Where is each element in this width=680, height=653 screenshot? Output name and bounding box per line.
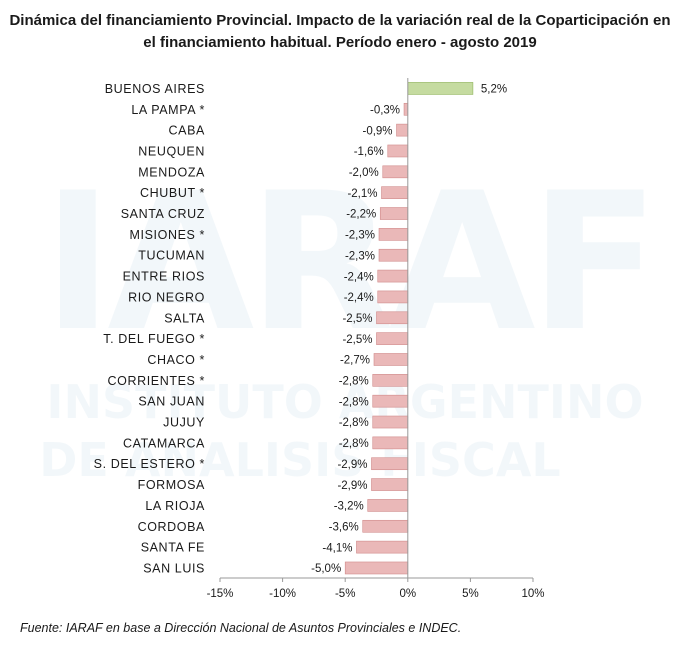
value-label: -3,2%	[334, 501, 364, 513]
category-label: SAN LUIS	[143, 561, 205, 575]
value-label: -2,2%	[346, 209, 376, 221]
bar-corrientes	[372, 374, 409, 387]
category-label: MISIONES *	[130, 228, 205, 242]
value-label: -2,3%	[345, 250, 375, 262]
value-label: -2,5%	[342, 313, 372, 325]
bar-buenos-aires	[407, 82, 474, 95]
category-label: LA RIOJA	[145, 499, 205, 513]
category-label: CORRIENTES *	[108, 374, 206, 388]
value-label: -2,8%	[339, 417, 369, 429]
chart-title: Dinámica del financiamiento Provincial. …	[0, 10, 680, 54]
bar-santa-cruz	[379, 207, 409, 220]
bar-rio-negro	[377, 290, 409, 304]
bar-jujuy	[372, 415, 409, 429]
value-label: -1,6%	[354, 146, 384, 158]
category-label: S. DEL ESTERO *	[94, 457, 205, 471]
x-tick-label: 10%	[521, 588, 544, 600]
bar-la-pampa	[403, 102, 409, 116]
bar-tucuman	[378, 248, 409, 262]
x-axis: -15% -10% -5% 0% 5% 10%	[207, 78, 545, 600]
value-label: 5,2%	[481, 84, 507, 96]
chart-title-line1: Dinámica del financiamiento Provincial. …	[9, 12, 671, 29]
category-label: SALTA	[164, 311, 205, 325]
bar-formosa	[371, 478, 409, 491]
value-label: -2,3%	[345, 230, 375, 242]
category-label: BUENOS AIRES	[105, 82, 205, 96]
category-label: FORMOSA	[138, 478, 205, 492]
x-tick-label: -15%	[207, 588, 234, 600]
bar-catamarca	[372, 436, 409, 450]
value-label: -5,0%	[311, 563, 341, 575]
x-tick-label: -5%	[335, 588, 355, 600]
x-tick-label: -10%	[269, 588, 296, 600]
category-label: TUCUMAN	[138, 249, 205, 263]
x-tick-label: 0%	[399, 588, 416, 600]
value-label: -2,5%	[342, 334, 372, 346]
bar-san-luis	[344, 561, 409, 575]
bar-la-rioja	[367, 499, 409, 512]
value-label: -2,4%	[344, 271, 374, 283]
value-label: -2,8%	[339, 438, 369, 450]
category-label: RIO NEGRO	[128, 290, 205, 304]
value-label: -2,9%	[337, 480, 367, 492]
bar-misiones	[378, 228, 409, 241]
value-label: -2,0%	[349, 167, 379, 179]
value-label: -2,8%	[339, 376, 369, 388]
bar-santa-fe	[356, 540, 409, 554]
category-label: SAN JUAN	[138, 395, 205, 409]
category-labels-group: BUENOS AIRES LA PAMPA * CABA NEUQUEN MENDOZA…	[94, 82, 205, 576]
value-label: -0,9%	[362, 125, 392, 137]
bar-mendoza	[382, 165, 409, 179]
bar-chaco	[373, 353, 409, 366]
value-label: -0,3%	[370, 104, 400, 116]
bars-group	[344, 82, 474, 575]
category-label: LA PAMPA *	[131, 103, 205, 117]
value-label: -2,1%	[347, 188, 377, 200]
bar-neuquen	[387, 144, 409, 158]
category-label: T. DEL FUEGO *	[103, 332, 205, 346]
category-label: JUJUY	[163, 416, 205, 430]
value-label: -2,7%	[340, 355, 370, 367]
bar-s-del-estero	[371, 457, 409, 471]
category-label: CHACO *	[147, 353, 205, 367]
bar-san-juan	[372, 394, 409, 408]
value-label: -3,6%	[329, 521, 359, 533]
chart-title-line2: el financiamiento habitual. Período ener…	[143, 34, 537, 51]
category-label: CABA	[169, 124, 206, 138]
bar-entre-rios	[377, 269, 409, 283]
bar-caba	[396, 123, 409, 137]
category-label: SANTA CRUZ	[121, 207, 205, 221]
category-label: MENDOZA	[138, 165, 205, 179]
category-label: ENTRE RIOS	[123, 270, 205, 284]
value-labels-group: 5,2% -0,3% -0,9% -1,6% -2,0% -2,1% -2,2% -2,3% -…	[311, 84, 507, 576]
category-label: SANTA FE	[141, 541, 205, 555]
category-label: NEUQUEN	[138, 144, 205, 158]
category-label: CHUBUT *	[140, 186, 205, 200]
value-label: -2,4%	[344, 292, 374, 304]
bar-cordoba	[362, 519, 409, 533]
bar-chubut	[381, 186, 409, 199]
bar-salta	[376, 311, 409, 325]
category-label: CATAMARCA	[123, 436, 205, 450]
value-label: -4,1%	[322, 542, 352, 554]
value-label: -2,8%	[339, 396, 369, 408]
x-tick-label: 5%	[462, 588, 479, 600]
source-note: Fuente: IARAF en base a Dirección Nacion…	[20, 621, 462, 635]
category-label: CORDOBA	[138, 520, 205, 534]
bar-t-del-fuego	[376, 332, 409, 345]
value-label: -2,9%	[337, 459, 367, 471]
